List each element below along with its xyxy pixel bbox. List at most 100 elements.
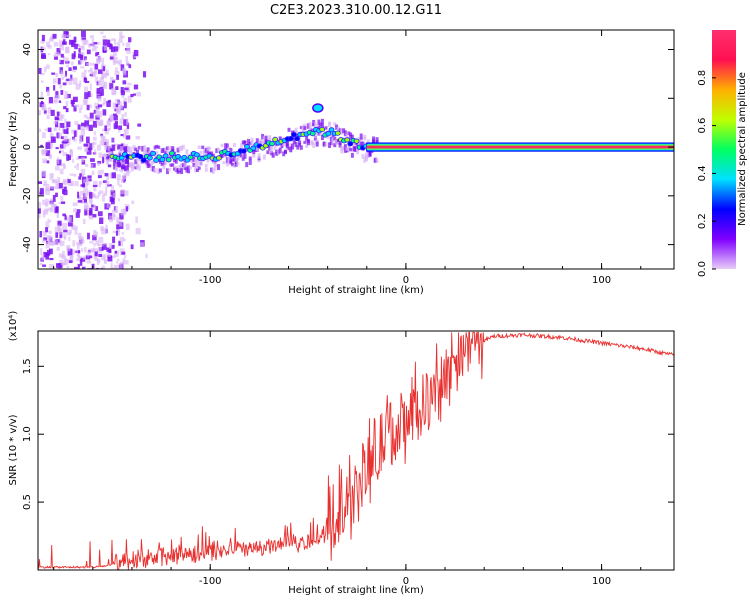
noise-cell [89, 67, 93, 71]
noise-cell [58, 125, 61, 131]
ridge-halo-cell [132, 145, 136, 151]
noise-cell [49, 132, 54, 138]
noise-cell [102, 109, 107, 116]
noise-cell [39, 262, 43, 266]
noise-cell [45, 64, 50, 70]
ridge-halo-cell [234, 162, 238, 167]
ridge-halo-cell [116, 161, 120, 167]
noise-cell [107, 39, 110, 44]
noise-cell [90, 163, 94, 168]
ridge-halo-cell [239, 152, 243, 158]
ridge-halo-cell [301, 128, 305, 134]
ridge-halo-cell [345, 147, 349, 151]
noise-cell [51, 204, 56, 208]
noise-cell [59, 40, 63, 47]
noise-cell [65, 47, 70, 54]
noise-cell [95, 117, 100, 124]
ridge-core-cell [250, 145, 257, 151]
noise-cell [96, 87, 101, 94]
noise-cell [62, 222, 67, 230]
ridge-halo-cell [340, 146, 344, 151]
ridge-halo-cell [181, 144, 185, 150]
noise-cell [59, 144, 64, 149]
ridge-core-cell [294, 136, 300, 142]
noise-cell [65, 259, 70, 262]
noise-cell [112, 192, 117, 199]
ridge-halo-cell [118, 160, 122, 166]
ridge-halo-cell [350, 134, 354, 139]
ridge-halo-cell [180, 163, 184, 169]
ridge-halo-cell [167, 153, 171, 157]
y-tick-label: 1.0 [22, 426, 33, 442]
colorbar-tick-label: 0.2 [697, 213, 708, 229]
noise-cell [83, 77, 88, 83]
ridge-halo-cell [176, 147, 180, 153]
noise-cell [75, 225, 78, 230]
ridge-halo-cell [224, 143, 228, 150]
ridge-halo-cell [359, 138, 363, 142]
noise-cell [88, 196, 93, 204]
x-tick-label: 0 [403, 275, 409, 286]
noise-cell [84, 148, 89, 151]
ridge-halo-cell [335, 139, 339, 145]
ridge-halo-cell [213, 159, 217, 166]
noise-cell [81, 72, 87, 78]
ridge-halo-cell [125, 158, 129, 164]
ridge-halo-cell [345, 133, 349, 140]
ridge-halo-cell [255, 138, 259, 143]
noise-cell [65, 70, 68, 77]
noise-cell [123, 101, 127, 109]
noise-cell [126, 122, 130, 129]
noise-cell [39, 128, 42, 133]
ridge-core-cell [272, 136, 279, 143]
noise-cell [75, 83, 81, 90]
noise-cell [112, 230, 117, 234]
ridge-halo-cell [368, 150, 372, 156]
noise-cell [106, 253, 112, 257]
noise-cell [125, 61, 129, 66]
ridge-halo-cell [271, 152, 275, 158]
spectrogram-frame [37, 29, 675, 270]
noise-cell [58, 229, 63, 235]
noise-cell [86, 260, 92, 264]
noise-cell [72, 96, 78, 103]
noise-cell [66, 154, 70, 161]
noise-cell [55, 73, 59, 78]
noise-cell [84, 92, 89, 99]
ridge-halo-cell [128, 162, 132, 167]
noise-cell [80, 122, 85, 127]
noise-cell [113, 115, 118, 121]
noise-cell [67, 216, 72, 222]
noise-cell [38, 67, 42, 74]
noise-cell [72, 249, 75, 255]
noise-cell [107, 164, 112, 168]
ridge-halo-cell [289, 146, 293, 153]
ridge-core-cell [194, 152, 200, 158]
ridge-halo-cell [215, 164, 219, 168]
noise-cell [120, 35, 125, 39]
ridge-halo-cell [359, 141, 363, 148]
y-tick-label: -40 [22, 236, 33, 252]
noise-cell [114, 250, 119, 257]
noise-cell [59, 150, 62, 154]
noise-cell [49, 201, 55, 206]
noise-cell [123, 129, 126, 133]
noise-cell [118, 241, 124, 247]
noise-cell [94, 102, 100, 109]
noise-cell [63, 268, 69, 269]
noise-cell [96, 121, 99, 124]
noise-cell [109, 116, 113, 122]
noise-cell [133, 93, 137, 96]
noise-cell [58, 201, 62, 204]
ridge-halo-cell [320, 118, 324, 124]
noise-cell [46, 249, 51, 256]
noise-cell [74, 46, 78, 50]
ridge-halo-cell [261, 133, 265, 140]
noise-cell [57, 78, 61, 85]
noise-cell [120, 189, 126, 195]
noise-cell [96, 58, 101, 65]
noise-cell [83, 187, 88, 195]
noise-cell [79, 139, 82, 144]
ridge-halo-cell [215, 148, 219, 154]
noise-cell [113, 264, 119, 269]
